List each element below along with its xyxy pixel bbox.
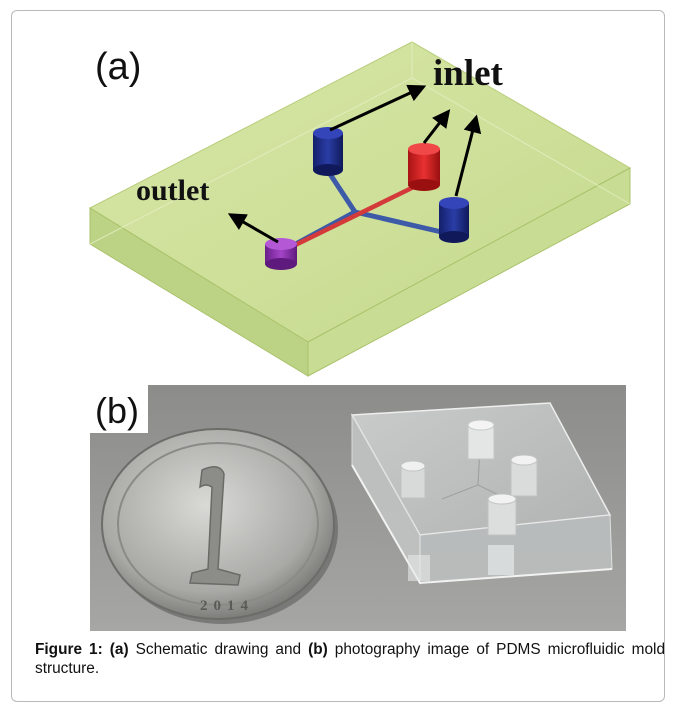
mold-port-bottom: [487, 493, 517, 536]
inlet-port-right: [439, 197, 469, 243]
coin-numeral-glyph: [189, 466, 241, 586]
panel-b-photograph: (b) 2014: [90, 385, 626, 631]
coin: 2014: [101, 428, 338, 624]
arrow-inlet-center: [422, 109, 451, 144]
mold-port-left: [400, 460, 426, 499]
arrow-outlet: [227, 213, 279, 244]
outlet-port: [265, 238, 297, 270]
acrylic-mold: [350, 402, 613, 585]
panel-a-schematic: (a) inlet outlet: [78, 30, 638, 382]
panel-a-label: (a): [95, 46, 141, 88]
figure-caption: Figure 1: (a) Schematic drawing and (b) …: [35, 640, 665, 678]
caption-part-a: (a): [109, 641, 129, 658]
coin-year: 2014: [200, 598, 254, 614]
channel-center-inlet: [280, 179, 425, 255]
photograph-image: (b) 2014: [90, 385, 626, 631]
arrow-inlet-right: [454, 114, 482, 197]
caption-figure-label: Figure 1:: [35, 641, 103, 658]
caption-part-b: (b): [308, 641, 328, 658]
caption-text-1: Schematic drawing and: [135, 641, 302, 658]
inlet-port-center: [408, 143, 440, 191]
mold-port-right: [510, 454, 538, 497]
caption-text-2: photography image of PDMS microfluidic m…: [35, 641, 666, 677]
mold-port-top: [467, 419, 495, 460]
pdms-slab: [88, 41, 632, 377]
inlet-port-left: [313, 127, 343, 176]
outlet-label: outlet: [136, 174, 209, 207]
panel-b-label-box: [90, 385, 148, 433]
channel-right-inlet: [354, 209, 447, 236]
schematic-drawing: (a) inlet outlet: [88, 41, 632, 377]
annotation-arrows: [227, 84, 482, 244]
inlet-label: inlet: [433, 53, 504, 94]
channel-left-inlet: [325, 169, 358, 214]
microchannels: [279, 169, 447, 255]
arrow-inlet-left: [329, 84, 427, 132]
panel-b-label: (b): [95, 390, 139, 431]
